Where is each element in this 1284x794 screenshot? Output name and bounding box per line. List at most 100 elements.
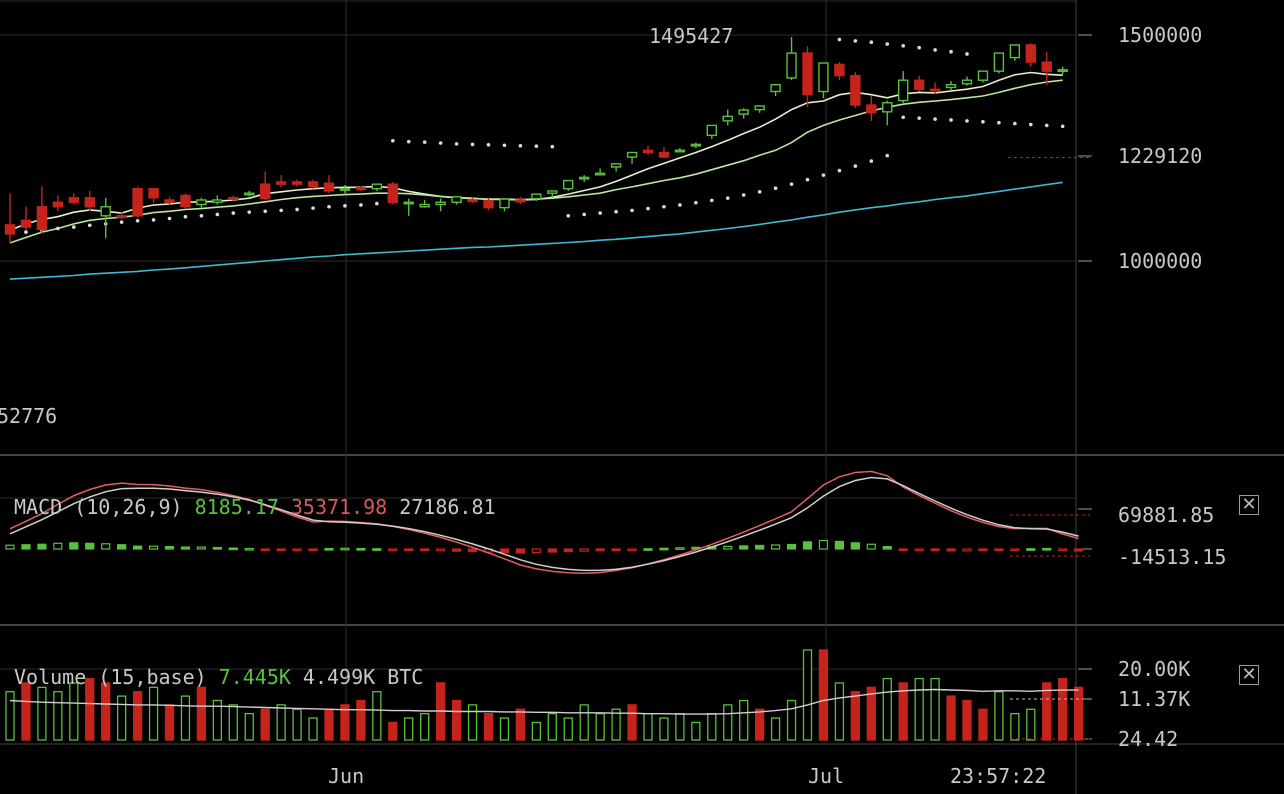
candle-body[interactable] [116,215,127,219]
candle-body[interactable] [754,105,765,111]
candle-body[interactable] [148,187,159,199]
sar-dot [135,218,140,223]
volume-panel[interactable] [5,649,1090,741]
candle-body[interactable] [834,63,845,77]
candle-body[interactable] [1041,61,1052,72]
sar-dot [231,211,236,215]
candle-body[interactable] [260,183,271,200]
candle-body[interactable] [435,201,446,206]
candle-body[interactable] [84,197,95,208]
candle-body[interactable] [4,224,16,235]
candle-body[interactable] [770,84,781,93]
candle-body[interactable] [658,151,670,158]
volume-bar [180,695,191,741]
sar-dot [87,223,92,228]
candle-body[interactable] [180,194,191,208]
candle-body[interactable] [515,199,526,203]
candle-body[interactable] [993,52,1005,72]
candle-body[interactable] [626,151,638,158]
sar-dot [422,140,427,144]
candle-body[interactable] [212,199,223,203]
candle-body[interactable] [100,206,111,217]
candle-body[interactable] [1025,44,1037,63]
volume-value-1: 7.445K [219,665,291,689]
candle-body[interactable] [52,201,64,208]
candle-body[interactable] [563,179,574,190]
candle-body[interactable] [547,190,558,194]
sar-dot [486,143,491,147]
sar-dot [343,204,347,208]
candle-body[interactable] [786,52,797,79]
macd-histogram-bar [1074,548,1084,552]
candle-body[interactable] [531,193,542,200]
candle-body[interactable] [674,149,686,153]
sar-dot [359,203,363,207]
price-tick-1500000: 1500000 [1118,23,1202,47]
candle-body[interactable] [371,183,383,190]
candle-body[interactable] [291,181,303,185]
candle-body[interactable] [132,187,143,217]
candle-body[interactable] [610,163,622,168]
candle-body[interactable] [196,199,207,206]
volume-bar [643,713,653,741]
candle-body[interactable] [499,198,510,209]
candle-body[interactable] [929,88,941,92]
candle-body[interactable] [961,79,973,85]
candle-body[interactable] [818,62,829,93]
macd-histogram-bar [324,547,334,551]
candle-body[interactable] [882,102,893,113]
volume-bar [579,704,589,741]
sar-dot [598,211,602,215]
sar-dot [853,39,858,43]
volume-close-button[interactable]: ✕ [1239,665,1259,685]
candle-body[interactable] [1009,44,1021,59]
price-panel[interactable] [4,37,1091,280]
sar-dot [327,204,331,209]
candle-body[interactable] [483,200,494,209]
candle-body[interactable] [228,197,239,200]
candle-body[interactable] [164,199,175,203]
candle-body[interactable] [403,201,414,205]
candle-body[interactable] [307,181,319,188]
candle-body[interactable] [68,197,80,203]
candle-body[interactable] [722,115,733,122]
candle-body[interactable] [387,183,398,203]
sar-dot [949,49,953,54]
sar-dot [805,177,810,182]
candle-body[interactable] [594,172,606,176]
macd-histogram-bar [627,548,637,552]
candle-body[interactable] [419,203,430,208]
candle-body[interactable] [690,143,702,147]
candle-body[interactable] [275,181,287,185]
macd-close-button[interactable]: ✕ [1239,495,1259,515]
candle-body[interactable] [1057,69,1068,73]
candle-body[interactable] [642,149,654,154]
sar-dot [295,207,299,212]
candle-body[interactable] [850,74,861,106]
candle-body[interactable] [355,187,367,191]
candle-body[interactable] [898,79,909,102]
macd-histogram-bar [579,548,589,552]
sar-dot [997,120,1001,125]
candle-body[interactable] [451,196,462,203]
candle-body[interactable] [339,187,351,191]
volume-bar [786,699,797,741]
candle-body[interactable] [913,79,925,90]
candle-body[interactable] [36,206,48,231]
macd-panel[interactable] [5,470,1090,574]
candle-body[interactable] [579,176,590,180]
candle-body[interactable] [738,109,749,115]
candle-body[interactable] [706,124,717,137]
candle-body[interactable] [467,199,478,203]
macd-legend: MACD (10,26,9) 8185.17 35371.98 27186.81 [14,495,496,519]
volume-bar [499,717,510,741]
candle-body[interactable] [866,104,877,114]
candle-body[interactable] [802,52,813,96]
candle-body[interactable] [977,70,989,81]
macd-histogram-bar [994,548,1004,552]
candle-body[interactable] [323,182,335,192]
candle-body[interactable] [20,219,32,228]
macd-histogram-bar [5,544,15,550]
candle-body[interactable] [945,84,957,89]
candle-body[interactable] [244,192,255,196]
